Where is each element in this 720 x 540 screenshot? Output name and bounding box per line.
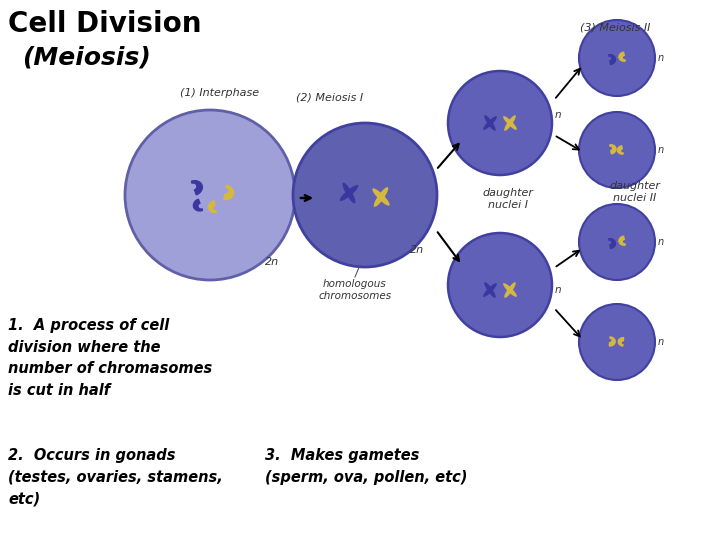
Text: 2n: 2n xyxy=(265,257,279,267)
Text: (2) Meiosis I: (2) Meiosis I xyxy=(297,92,364,102)
Polygon shape xyxy=(610,145,616,154)
Text: (Meiosis): (Meiosis) xyxy=(22,46,150,70)
Text: homologous
chromosomes: homologous chromosomes xyxy=(318,279,392,301)
Circle shape xyxy=(448,233,552,337)
Polygon shape xyxy=(618,338,624,346)
Ellipse shape xyxy=(483,283,497,297)
Circle shape xyxy=(448,71,552,175)
Polygon shape xyxy=(618,146,624,154)
Polygon shape xyxy=(192,181,202,195)
Ellipse shape xyxy=(503,283,517,297)
Text: n: n xyxy=(555,110,562,120)
Ellipse shape xyxy=(504,282,516,298)
Ellipse shape xyxy=(485,115,496,131)
Text: n: n xyxy=(658,145,664,155)
Ellipse shape xyxy=(343,183,356,204)
Polygon shape xyxy=(619,236,625,245)
Text: 2n: 2n xyxy=(410,245,424,255)
Circle shape xyxy=(579,112,655,188)
Text: n: n xyxy=(658,53,664,63)
Circle shape xyxy=(579,304,655,380)
Ellipse shape xyxy=(372,188,390,206)
Text: n: n xyxy=(658,337,664,347)
Polygon shape xyxy=(619,52,625,61)
Circle shape xyxy=(125,110,295,280)
Text: 2.  Occurs in gonads
(testes, ovaries, stamens,
etc): 2. Occurs in gonads (testes, ovaries, st… xyxy=(8,448,222,506)
Polygon shape xyxy=(194,199,202,211)
Ellipse shape xyxy=(504,115,516,131)
Polygon shape xyxy=(208,201,216,213)
Text: (1) Interphase: (1) Interphase xyxy=(181,88,260,98)
Ellipse shape xyxy=(340,185,359,201)
Text: daughter
nuclei I: daughter nuclei I xyxy=(482,188,534,210)
Circle shape xyxy=(293,123,437,267)
Circle shape xyxy=(579,20,655,96)
Polygon shape xyxy=(609,55,616,64)
Polygon shape xyxy=(609,239,616,248)
Text: n: n xyxy=(555,285,562,295)
Text: 1.  A process of cell
division where the
number of chromasomes
is cut in half: 1. A process of cell division where the … xyxy=(8,318,212,398)
Text: daughter
nuclei II: daughter nuclei II xyxy=(610,181,660,203)
Text: n: n xyxy=(658,237,664,247)
Polygon shape xyxy=(609,337,615,346)
Text: (3) Meiosis II: (3) Meiosis II xyxy=(580,22,650,32)
Ellipse shape xyxy=(483,116,497,130)
Ellipse shape xyxy=(374,187,388,207)
Text: 3.  Makes gametes
(sperm, ova, pollen, etc): 3. Makes gametes (sperm, ova, pollen, et… xyxy=(265,448,467,484)
Ellipse shape xyxy=(503,116,517,130)
Circle shape xyxy=(579,204,655,280)
Polygon shape xyxy=(224,185,234,200)
Text: Cell Division: Cell Division xyxy=(8,10,202,38)
Ellipse shape xyxy=(485,282,496,298)
